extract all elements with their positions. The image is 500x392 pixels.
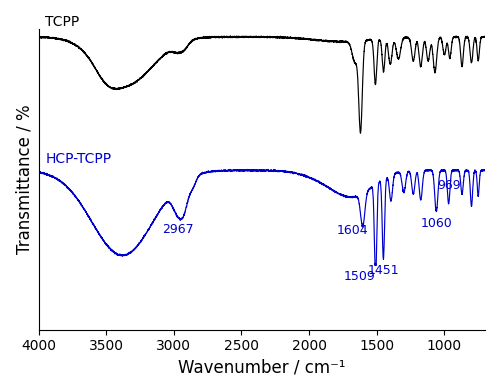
X-axis label: Wavenumber / cm⁻¹: Wavenumber / cm⁻¹ xyxy=(178,359,346,377)
Text: 2967: 2967 xyxy=(162,223,194,236)
Text: 1060: 1060 xyxy=(420,218,452,230)
Y-axis label: Transmittance / %: Transmittance / % xyxy=(15,104,33,254)
Text: 1604: 1604 xyxy=(337,224,368,237)
Text: TCPP: TCPP xyxy=(46,15,80,29)
Text: HCP-TCPP: HCP-TCPP xyxy=(46,152,112,166)
Text: 969: 969 xyxy=(437,179,460,192)
Text: 1451: 1451 xyxy=(368,264,399,277)
Text: 1509: 1509 xyxy=(344,270,376,283)
